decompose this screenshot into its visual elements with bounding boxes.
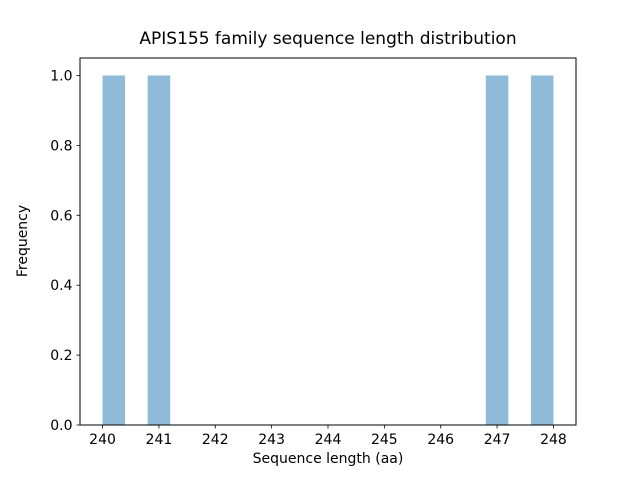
x-tick-label: 248	[540, 432, 567, 448]
x-tick-label: 242	[202, 432, 229, 448]
histogram-bar	[147, 75, 171, 425]
y-tick-label: 0.8	[50, 138, 72, 154]
bars-group	[102, 75, 554, 425]
y-tick-label: 0.4	[50, 278, 72, 294]
histogram-bar	[102, 75, 126, 425]
y-tick-label: 0.6	[50, 208, 72, 224]
y-tick-label: 0.2	[50, 348, 72, 364]
x-tick-label: 240	[89, 432, 116, 448]
ticks-group	[76, 75, 554, 429]
histogram-bar	[485, 75, 509, 425]
x-tick-label: 244	[315, 432, 342, 448]
y-axis-label: Frequency	[15, 205, 31, 277]
x-axis-label: Sequence length (aa)	[253, 451, 404, 467]
chart-title: APIS155 family sequence length distribut…	[139, 29, 516, 49]
y-tick-label: 0.0	[50, 418, 72, 434]
tick-labels-group: 240 241 242 243 244 245 246 247 248 0.0 0.2 0.4 0.6 0…	[50, 68, 567, 448]
x-tick-label: 247	[484, 432, 511, 448]
x-tick-label: 243	[258, 432, 285, 448]
x-tick-label: 241	[146, 432, 173, 448]
histogram-bar	[530, 75, 554, 425]
y-tick-label: 1.0	[50, 68, 72, 84]
x-tick-label: 246	[427, 432, 454, 448]
x-tick-label: 245	[371, 432, 398, 448]
